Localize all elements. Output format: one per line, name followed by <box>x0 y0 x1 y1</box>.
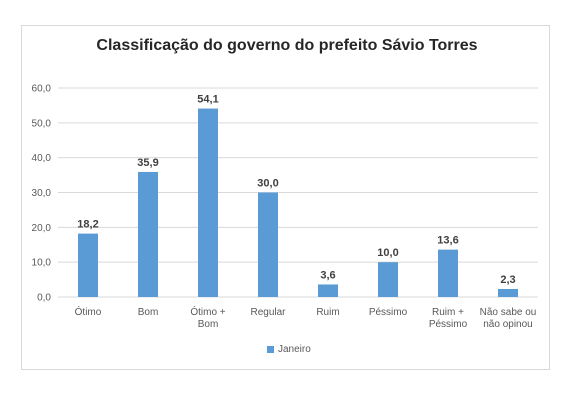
y-tick-label: 40,0 <box>32 153 52 164</box>
bar <box>318 284 338 297</box>
data-label: 10,0 <box>377 247 398 259</box>
chart-frame <box>21 25 550 370</box>
x-tick-label: Ótimo + Bom <box>190 305 225 330</box>
x-tick-label: Ruim + Péssimo <box>429 307 468 330</box>
y-tick-label: 20,0 <box>32 223 52 234</box>
x-tick-label: Bom <box>138 307 159 318</box>
data-label: 2,3 <box>500 274 515 286</box>
data-label: 35,9 <box>137 157 158 169</box>
bar <box>498 288 518 297</box>
x-tick-label: Ótimo <box>75 305 102 318</box>
y-tick-label: 50,0 <box>32 118 52 129</box>
x-tick-label: Péssimo <box>369 307 408 318</box>
legend: Janeiro <box>267 344 311 355</box>
data-label: 54,1 <box>197 94 218 106</box>
y-tick-label: 60,0 <box>32 84 52 95</box>
data-label: 13,6 <box>437 235 458 247</box>
bar <box>78 233 98 297</box>
bar <box>378 262 398 297</box>
chart-title: Classificação do governo do prefeito Sáv… <box>96 37 478 54</box>
data-label: 18,2 <box>77 219 98 231</box>
bar <box>198 108 218 297</box>
y-tick-label: 10,0 <box>32 258 52 269</box>
x-tick-label: Regular <box>250 307 286 318</box>
legend-swatch <box>267 346 274 353</box>
y-tick-label: 0,0 <box>37 293 51 304</box>
bar <box>258 192 278 297</box>
x-tick-label: Não sabe ou não opinou <box>480 307 537 330</box>
legend-label: Janeiro <box>278 344 311 355</box>
data-label: 3,6 <box>320 269 335 281</box>
data-label: 30,0 <box>257 178 278 190</box>
bar <box>138 171 158 297</box>
x-tick-label: Ruim <box>316 307 339 318</box>
bar <box>438 249 458 297</box>
y-tick-label: 30,0 <box>32 188 52 199</box>
